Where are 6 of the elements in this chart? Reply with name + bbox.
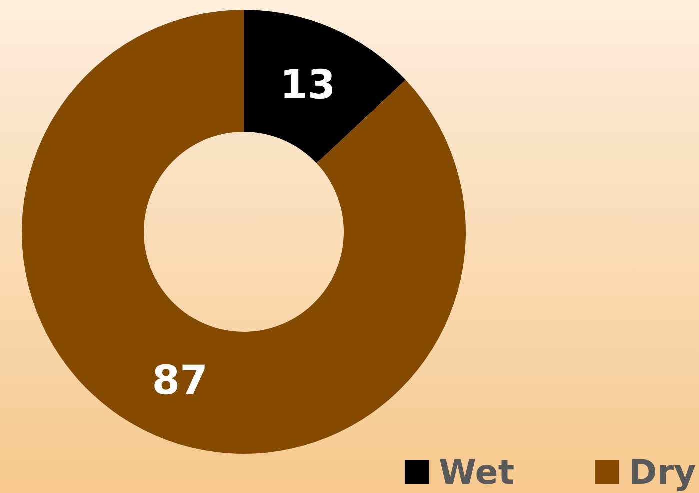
legend-label: Wet [439, 452, 515, 493]
data-label: 87 [152, 358, 208, 404]
donut-slice [244, 10, 406, 164]
donut-slice [22, 10, 466, 454]
legend-label: Dry [629, 452, 696, 493]
data-label: 13 [280, 62, 336, 108]
